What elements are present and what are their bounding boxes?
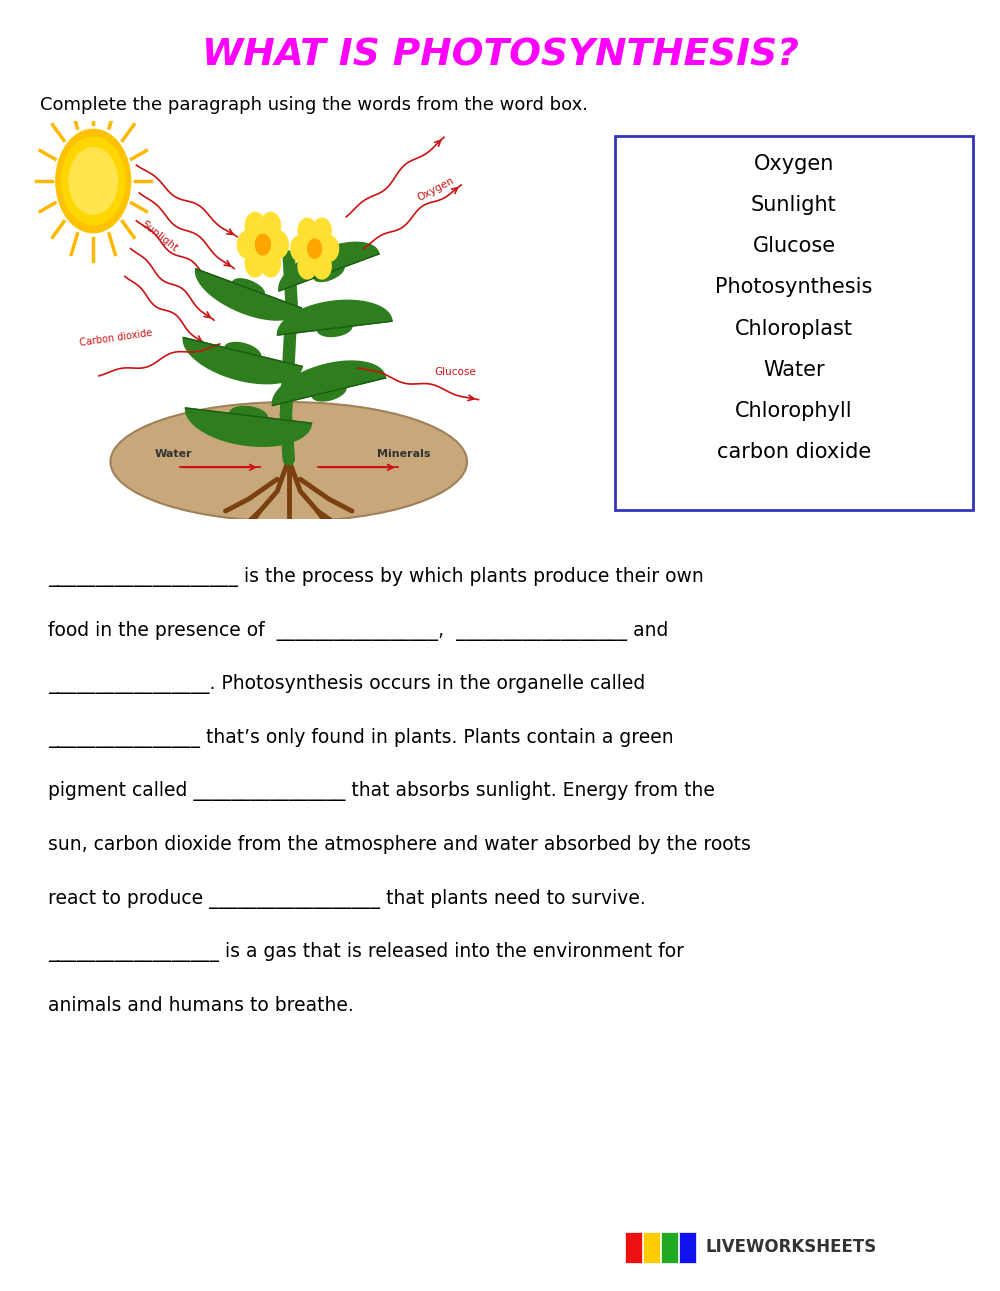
Text: ________________ that’s only found in plants. Plants contain a green: ________________ that’s only found in pl… [48, 728, 674, 747]
Polygon shape [272, 361, 386, 405]
Circle shape [320, 236, 339, 261]
Text: Oxygen: Oxygen [415, 176, 455, 203]
Circle shape [269, 231, 288, 258]
Text: Glucose: Glucose [435, 367, 476, 377]
Circle shape [313, 253, 331, 279]
Text: animals and humans to breathe.: animals and humans to breathe. [48, 997, 354, 1015]
Text: Chloroplast: Chloroplast [735, 319, 853, 338]
Circle shape [261, 250, 280, 276]
Ellipse shape [110, 402, 467, 522]
Circle shape [298, 218, 316, 244]
Text: WHAT IS PHOTOSYNTHESIS?: WHAT IS PHOTOSYNTHESIS? [202, 37, 798, 74]
Polygon shape [279, 243, 379, 290]
Text: Photosynthesis: Photosynthesis [715, 278, 873, 297]
Text: LIVEWORKSHEETS: LIVEWORKSHEETS [705, 1238, 876, 1256]
Circle shape [308, 239, 322, 258]
FancyBboxPatch shape [679, 1232, 696, 1263]
Text: Sunlight: Sunlight [751, 195, 837, 216]
Circle shape [298, 253, 316, 279]
Text: Chlorophyll: Chlorophyll [735, 402, 853, 421]
Text: sun, carbon dioxide from the atmosphere and water absorbed by the roots: sun, carbon dioxide from the atmosphere … [48, 835, 751, 855]
Text: Oxygen: Oxygen [754, 154, 834, 174]
Text: _________________. Photosynthesis occurs in the organelle called: _________________. Photosynthesis occurs… [48, 674, 645, 695]
Text: Water: Water [763, 360, 825, 380]
Polygon shape [277, 301, 392, 337]
Circle shape [56, 129, 131, 232]
FancyBboxPatch shape [643, 1232, 660, 1263]
Text: food in the presence of  _________________,  __________________ and: food in the presence of ________________… [48, 621, 668, 640]
Text: carbon dioxide: carbon dioxide [717, 442, 871, 462]
Circle shape [62, 137, 125, 225]
Text: __________________ is a gas that is released into the environment for: __________________ is a gas that is rele… [48, 942, 684, 962]
Text: pigment called ________________ that absorbs sunlight. Energy from the: pigment called ________________ that abs… [48, 781, 715, 802]
Text: Sunlight: Sunlight [139, 219, 179, 254]
Circle shape [245, 250, 265, 276]
Polygon shape [185, 407, 312, 447]
Circle shape [237, 231, 257, 258]
FancyBboxPatch shape [615, 136, 973, 510]
Text: ____________________ is the process by which plants produce their own: ____________________ is the process by w… [48, 567, 704, 587]
Circle shape [313, 218, 331, 244]
Circle shape [255, 234, 270, 254]
FancyBboxPatch shape [625, 1232, 642, 1263]
Circle shape [69, 147, 117, 214]
Text: Glucose: Glucose [752, 236, 836, 256]
Text: Complete the paragraph using the words from the word box.: Complete the paragraph using the words f… [40, 96, 588, 114]
Text: react to produce __________________ that plants need to survive.: react to produce __________________ that… [48, 888, 646, 909]
Polygon shape [183, 337, 302, 383]
Text: Water: Water [155, 449, 193, 458]
FancyBboxPatch shape [661, 1232, 678, 1263]
Circle shape [261, 212, 280, 239]
Text: Carbon dioxide: Carbon dioxide [79, 328, 153, 349]
Polygon shape [196, 269, 301, 320]
Text: Minerals: Minerals [377, 449, 430, 458]
Circle shape [291, 236, 309, 261]
Circle shape [245, 212, 265, 239]
